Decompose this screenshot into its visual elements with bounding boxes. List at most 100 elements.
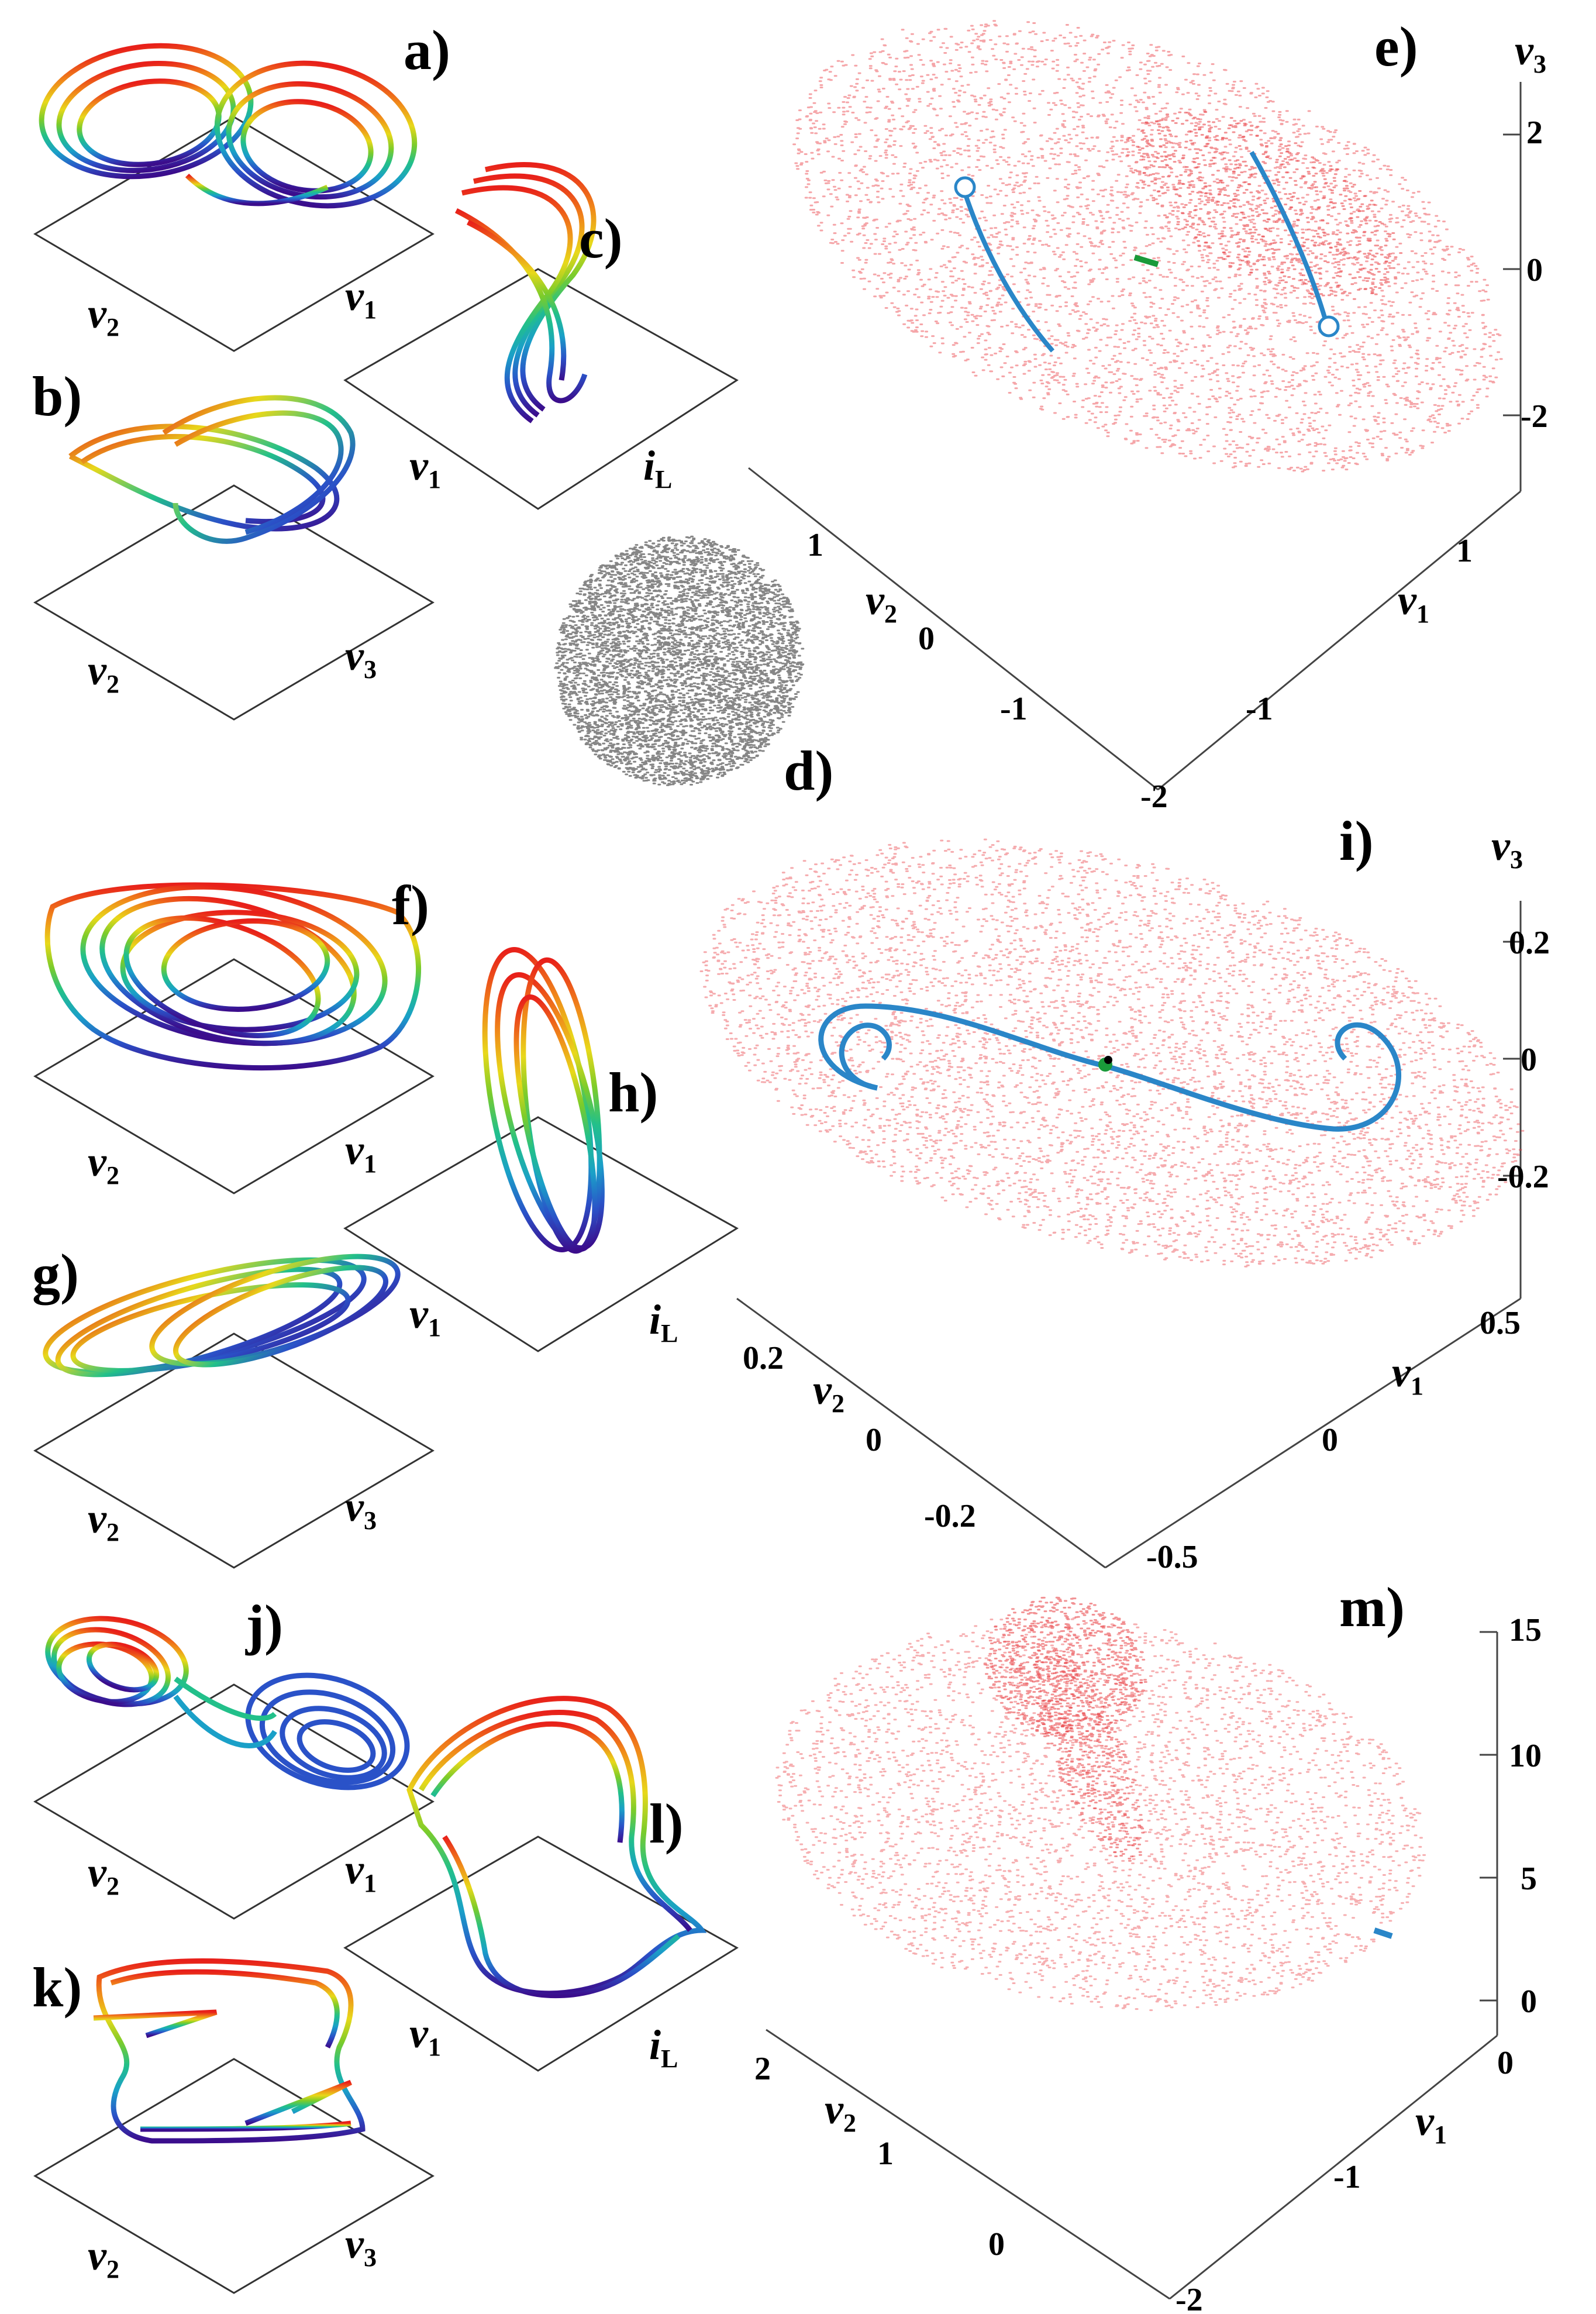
panel-i-x-tick: 0.5 (1480, 1305, 1521, 1341)
panel-c-attractor (454, 162, 597, 423)
panel-h: h) v1 iL (343, 947, 739, 1352)
panel-m-z-tick: 15 (1509, 1612, 1542, 1648)
panel-j-label: j) (245, 1593, 283, 1656)
panel-m-x-tick: 0 (1497, 2045, 1514, 2081)
panel-h-plane (343, 1116, 739, 1352)
panel-l-plane (343, 1836, 739, 2072)
panel-k-label: k) (32, 1956, 82, 2019)
panel-f-attractor (44, 882, 421, 1070)
panel-e-z-tick: 0 (1526, 252, 1543, 288)
panel-k: k) v2 v3 (32, 1956, 435, 2294)
panel-m-equilibrium (1373, 1927, 1393, 1939)
panel-e-y-tick: 1 (807, 527, 823, 563)
panel-k-axis-x: v2 (88, 2232, 119, 2284)
panel-a-plane (33, 116, 435, 352)
panel-e: e) v3 2 0 -2 1 -1 -2 v1 1 0 -1 v2 (748, 15, 1548, 815)
panel-c-axis-y: iL (643, 442, 672, 494)
panel-j-attractor (45, 1616, 410, 1790)
panel-i-z-tick: -0.2 (1497, 1159, 1549, 1195)
panel-m-z-tick: 10 (1509, 1738, 1542, 1774)
panel-i-axis-v3: v3 (1491, 822, 1523, 874)
panel-j-axis-x: v2 (88, 1849, 119, 1900)
panel-m-y-tick: 2 (754, 2051, 771, 2087)
panel-i-axis-v1: v1 (1392, 1349, 1423, 1400)
panel-c-axis-x: v1 (409, 442, 441, 494)
panel-i-x-tick: 0 (1322, 1422, 1338, 1458)
panel-i-z-tick: 0 (1521, 1042, 1537, 1078)
panel-m-chaotic-cloud (775, 1596, 1426, 2012)
panel-e-x-tick: -2 (1140, 779, 1168, 815)
panel-b-axis-x: v2 (88, 647, 119, 698)
panel-i-chaotic-cloud (699, 838, 1525, 1268)
panel-g-plane (33, 1332, 435, 1569)
panel-l-label: l) (649, 1792, 684, 1855)
panel-m-x-tick: -1 (1333, 2159, 1361, 2195)
panel-i-y-tick: -0.2 (924, 1498, 976, 1534)
panel-f-axis-x: v2 (88, 1138, 119, 1190)
panel-g-label: g) (32, 1242, 79, 1305)
panel-f-label: f) (392, 874, 429, 936)
panel-j-axis-y: v1 (345, 1846, 377, 1898)
panel-g: g) v2 v3 (32, 1242, 435, 1569)
panel-m-y-tick: 1 (877, 2136, 894, 2172)
panel-m-axis-v2: v2 (825, 2086, 856, 2137)
panel-j-plane (33, 1683, 435, 1920)
panel-e-z-tick: 2 (1526, 115, 1543, 151)
panel-m-y-tick: 0 (988, 2226, 1005, 2263)
panel-k-attractor (93, 1958, 366, 2144)
panel-e-y-tick: -1 (1000, 691, 1028, 727)
panel-i-spiral-left (839, 1022, 892, 1091)
panel-e-y-tick: 0 (918, 621, 935, 657)
panel-i: i) v3 0.2 0 -0.2 0.5 0 -0.5 v1 0.2 0 -0.… (699, 810, 1550, 1575)
panel-c-plane (343, 268, 739, 510)
panel-b-label: b) (32, 365, 82, 428)
panel-m-label: m) (1339, 1576, 1405, 1638)
panel-e-z-tick: -2 (1521, 398, 1548, 435)
panel-k-plane (33, 2058, 435, 2294)
panel-a: a) v2 v1 (33, 19, 450, 352)
panel-e-x-tick: 1 (1456, 533, 1473, 569)
panel-a-axis-x: v2 (88, 290, 119, 342)
panel-c-label: c) (579, 207, 623, 270)
panel-a-axis-y: v1 (345, 273, 377, 324)
panel-e-axis-v2: v2 (866, 577, 897, 628)
panel-e-chaotic-cloud (792, 20, 1503, 473)
panel-i-unstable-orbit (818, 1003, 1402, 1132)
panel-e-x-tick: -1 (1246, 691, 1273, 727)
panel-i-equilibrium-center-core (1104, 1056, 1112, 1064)
panel-m-z-tick: 0 (1521, 1984, 1537, 2020)
panel-a-label: a) (404, 19, 450, 81)
panel-e-axis-v3: v3 (1515, 27, 1546, 78)
panel-e-equilibrium-center (1133, 254, 1159, 267)
panel-i-y-tick: 0 (866, 1422, 882, 1458)
panel-e-equilibrium-left (954, 176, 976, 198)
panel-b-attractor (68, 395, 356, 544)
panel-m: m) 15 10 5 0 0 -1 -2 v1 2 1 0 v2 (754, 1576, 1542, 2314)
panel-l-axis-y: iL (649, 2022, 678, 2073)
panel-m-axes (766, 1631, 1498, 2300)
panel-f: f) v2 v1 (33, 874, 435, 1194)
panel-d: d) (554, 535, 833, 802)
panel-k-axis-y: v3 (345, 2220, 377, 2272)
panel-h-label: h) (608, 1061, 658, 1124)
panel-i-axes (736, 901, 1522, 1569)
panel-i-x-tick: -0.5 (1146, 1539, 1198, 1575)
panel-e-axis-v1: v1 (1398, 577, 1429, 628)
panel-i-z-tick: 0.2 (1509, 925, 1550, 961)
panel-d-point-cloud (554, 535, 805, 786)
panel-j: j) v2 v1 (33, 1593, 435, 1920)
panel-m-z-tick: 5 (1521, 1861, 1537, 1897)
panel-b-axis-y: v3 (345, 632, 377, 684)
panel-e-axes (748, 82, 1522, 791)
panel-a-attractor (39, 43, 418, 209)
panel-m-x-tick: -2 (1176, 2282, 1203, 2314)
panel-f-plane (33, 958, 435, 1194)
panel-l-axis-x: v1 (409, 2010, 441, 2061)
panel-e-equilibrium-right (1318, 315, 1340, 338)
panel-i-axis-v2: v2 (813, 1366, 844, 1418)
panel-h-attractor (482, 947, 605, 1254)
panel-e-unstable-orbit-right (1249, 151, 1330, 329)
panel-b: b) v2 v3 (32, 365, 435, 721)
panel-e-label: e) (1374, 15, 1418, 78)
